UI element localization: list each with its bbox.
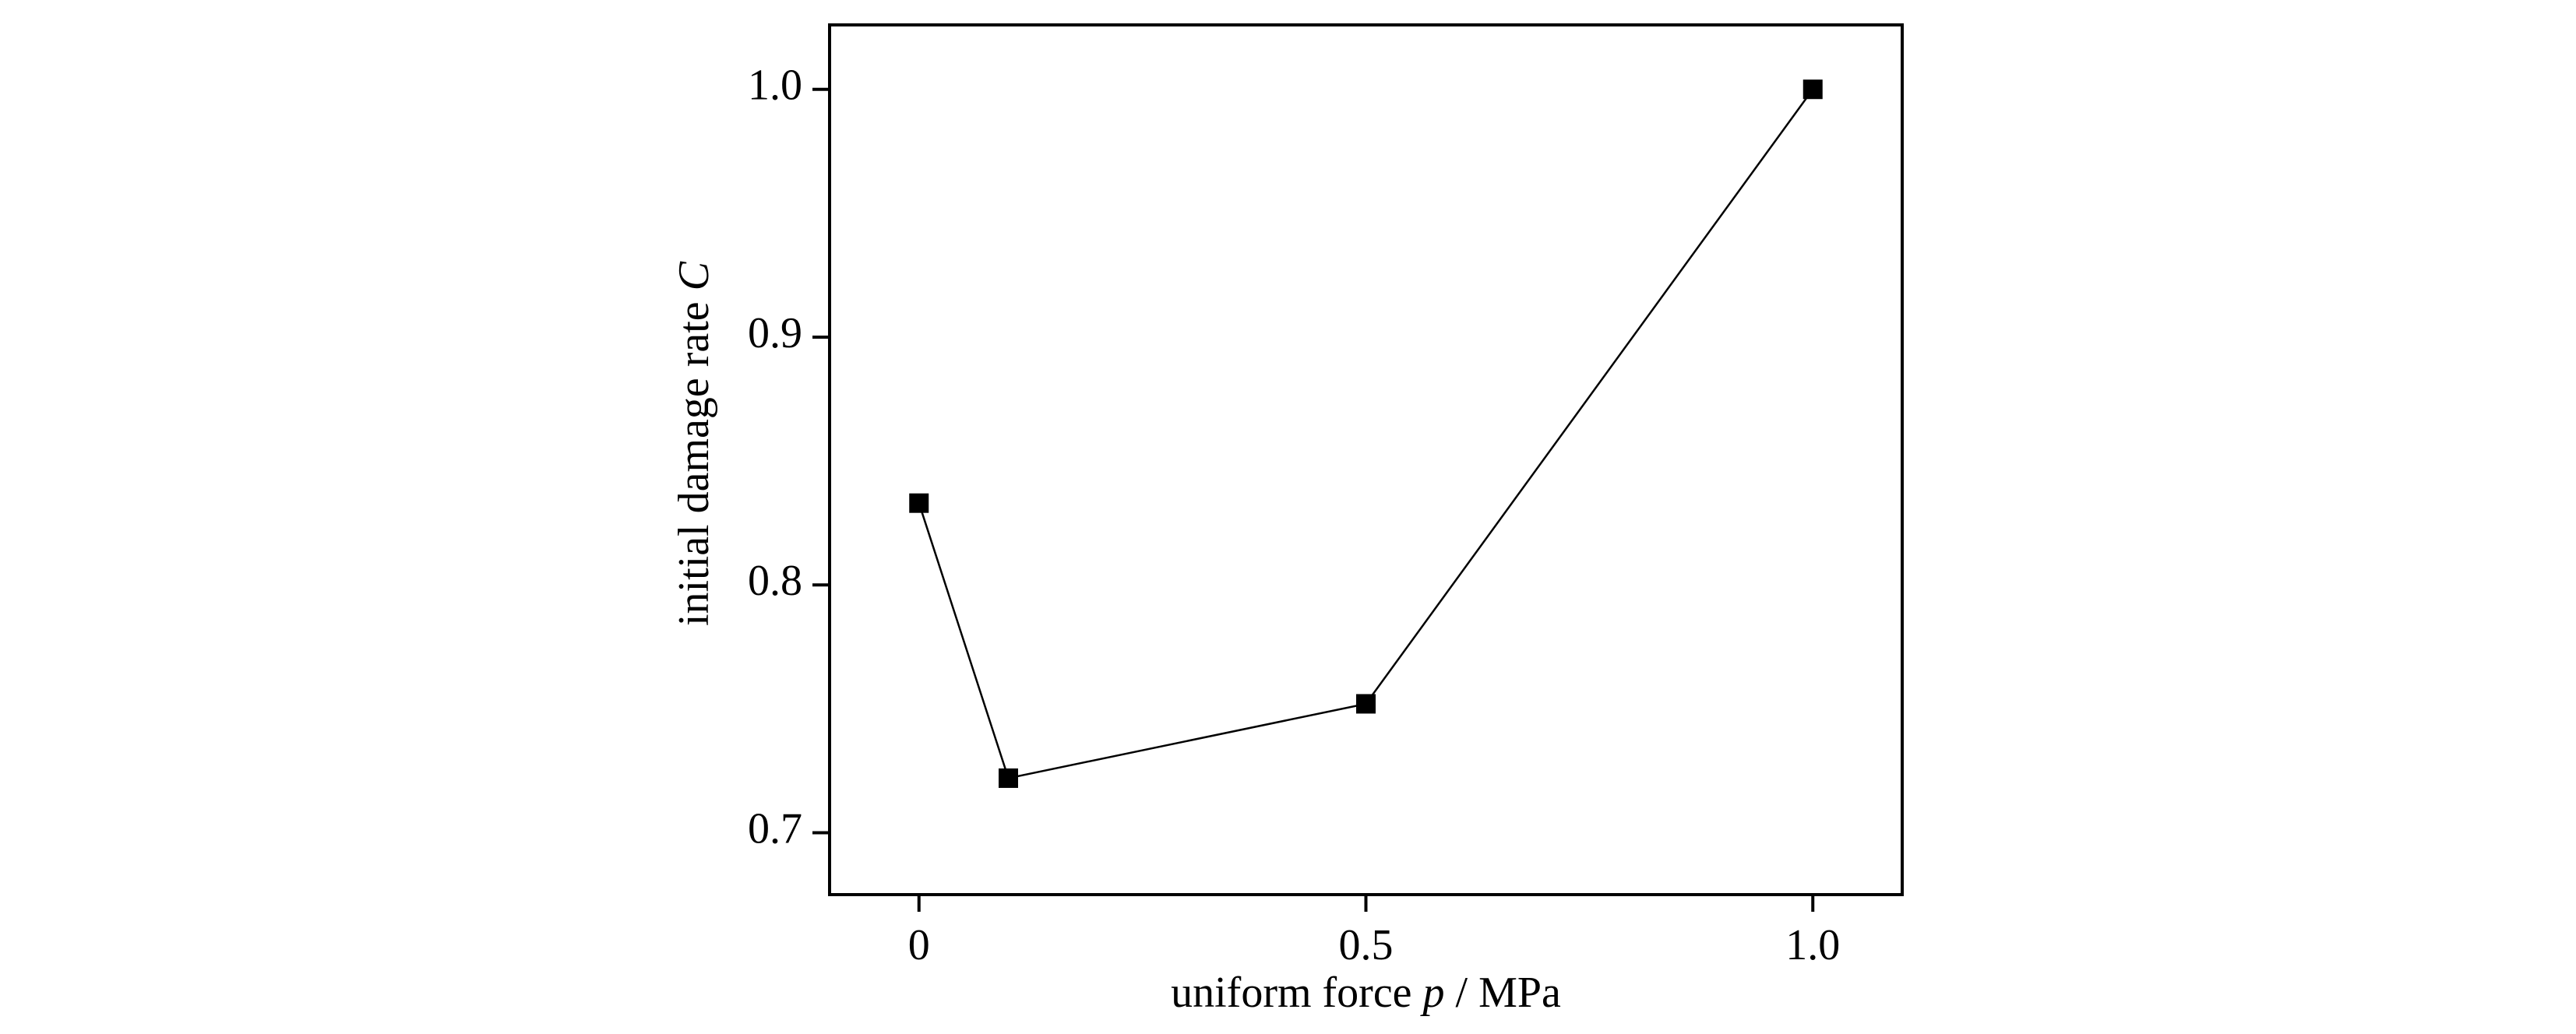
data-line [918,89,1814,779]
x-tick-label: 1.0 [1785,921,1840,969]
x-axis-label-part: / MPa [1445,969,1561,1017]
x-tick-label: 0 [908,921,930,969]
data-point [909,493,929,513]
x-axis-label-part: p [1420,969,1445,1017]
data-point [1356,694,1376,714]
y-tick-label: 0.8 [748,557,802,605]
x-tick-label: 0.5 [1339,921,1394,969]
data-point [999,768,1018,788]
plot-frame [828,23,1904,896]
y-axis-label-part: C [670,261,718,290]
y-axis-label: initial damage rate C [670,261,718,626]
y-axis-label-part: initial damage rate [670,290,718,626]
y-tick-label: 0.7 [748,804,802,853]
y-tick-label: 1.0 [748,62,802,110]
y-tick-label: 0.9 [748,309,802,357]
x-axis-label-part: uniform force [1171,969,1422,1017]
x-axis-label: uniform force p / MPa [1171,969,1561,1017]
data-point [1802,79,1823,100]
